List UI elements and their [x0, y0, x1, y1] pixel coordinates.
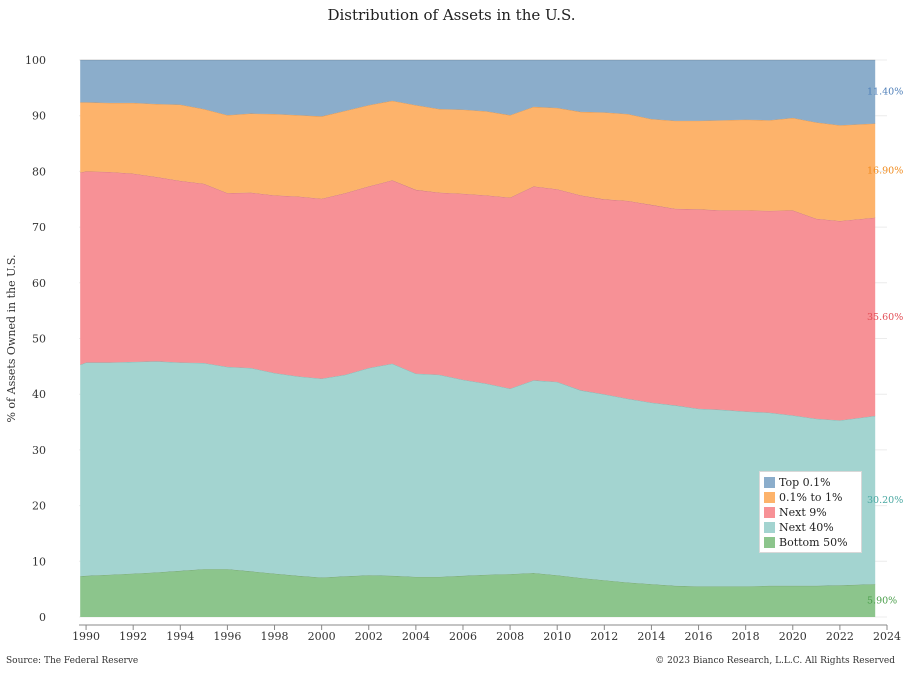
legend: Top 0.1% 0.1% to 1% Next 9% Next 40% Bottom … — [759, 471, 862, 553]
end-label: 5.90% — [867, 596, 897, 607]
legend-swatch — [764, 522, 775, 533]
y-tick-label: 60 — [32, 277, 46, 290]
area-next-40- — [80, 361, 876, 587]
legend-label: Top 0.1% — [779, 476, 831, 489]
area-bottom-50- — [80, 569, 876, 617]
legend-item: Next 9% — [764, 505, 857, 520]
y-tick-label: 80 — [32, 165, 46, 178]
x-tick-label: 2016 — [685, 630, 713, 643]
y-tick-label: 0 — [39, 611, 46, 624]
y-tick-label: 40 — [32, 388, 46, 401]
y-tick-label: 20 — [32, 500, 46, 513]
end-label: 35.60% — [867, 312, 903, 323]
y-tick-label: 50 — [32, 333, 46, 346]
area-0-1-to-1- — [80, 100, 876, 221]
x-tick-label: 2024 — [873, 630, 901, 643]
legend-swatch — [764, 537, 775, 548]
legend-label: 0.1% to 1% — [779, 491, 843, 504]
x-tick-label: 1992 — [119, 630, 147, 643]
area-top-0-1- — [80, 60, 876, 126]
y-tick-label: 100 — [25, 54, 46, 67]
y-tick-label: 10 — [32, 555, 46, 568]
end-label: 11.40% — [867, 87, 903, 98]
x-tick-label: 2004 — [402, 630, 430, 643]
legend-label: Bottom 50% — [779, 536, 848, 549]
x-tick-label: 2006 — [449, 630, 477, 643]
x-tick-label: 2018 — [732, 630, 760, 643]
x-tick-label: 1998 — [261, 630, 289, 643]
copyright-note: © 2023 Bianco Research, L.L.C. All Right… — [655, 656, 895, 666]
x-tick-label: 1994 — [166, 630, 194, 643]
y-tick-label: 30 — [32, 444, 46, 457]
x-tick-label: 1990 — [72, 630, 100, 643]
x-tick-label: 2014 — [637, 630, 665, 643]
y-tick-label: 90 — [32, 110, 46, 123]
end-label: 30.20% — [867, 495, 903, 506]
x-tick-label: 2012 — [590, 630, 618, 643]
x-tick-label: 1996 — [213, 630, 241, 643]
chart-title: Distribution of Assets in the U.S. — [327, 6, 576, 24]
y-axis-title: % of Assets Owned in the U.S. — [5, 254, 18, 422]
legend-swatch — [764, 507, 775, 518]
legend-swatch — [764, 492, 775, 503]
x-tick-label: 2020 — [779, 630, 807, 643]
source-note: Source: The Federal Reserve — [6, 656, 139, 666]
x-tick-label: 2000 — [308, 630, 336, 643]
legend-item: Bottom 50% — [764, 535, 857, 550]
end-label: 16.90% — [867, 166, 903, 177]
x-tick-label: 2002 — [355, 630, 383, 643]
legend-item: Top 0.1% — [764, 475, 857, 490]
legend-label: Next 40% — [779, 521, 834, 534]
x-tick-label: 2010 — [543, 630, 571, 643]
legend-swatch — [764, 477, 775, 488]
y-tick-label: 70 — [32, 221, 46, 234]
legend-label: Next 9% — [779, 506, 827, 519]
x-tick-label: 2008 — [496, 630, 524, 643]
legend-item: 0.1% to 1% — [764, 490, 857, 505]
legend-item: Next 40% — [764, 520, 857, 535]
x-tick-label: 2022 — [826, 630, 854, 643]
area-next-9- — [80, 171, 876, 421]
